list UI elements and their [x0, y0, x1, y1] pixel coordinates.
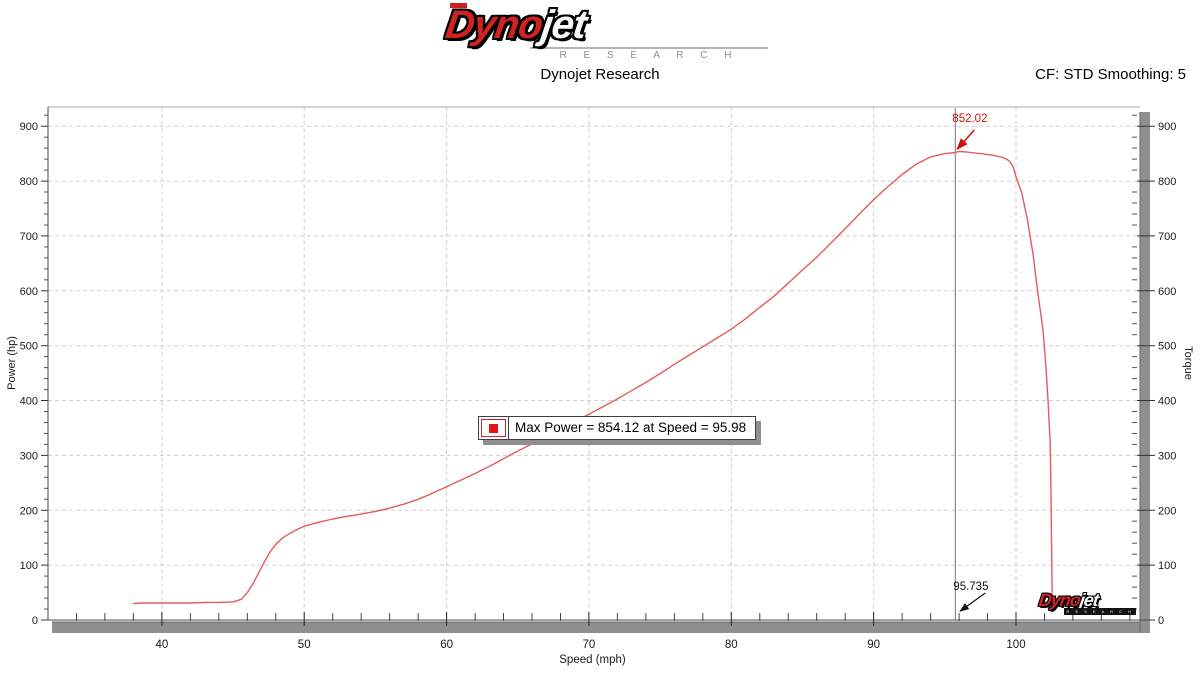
y-tick-label: 300 — [20, 450, 38, 462]
dynojet-logo: Dynojet R E S E A R C H — [430, 3, 775, 65]
power-curve[interactable] — [132, 150, 1054, 608]
logo-red-accent — [450, 3, 467, 8]
logo-research-text: R E S E A R C H — [530, 47, 768, 61]
right-axis-bar — [1140, 112, 1150, 633]
x-tick-label: 70 — [583, 639, 596, 651]
x-tick-label: 80 — [725, 639, 738, 651]
right-tick-label: 300 — [1158, 450, 1176, 462]
y-tick-label: 400 — [20, 396, 38, 408]
legend-text: Max Power = 854.12 at Speed = 95.98 — [508, 417, 755, 439]
right-tick-label: 200 — [1158, 505, 1176, 517]
x-tick-label: 40 — [156, 639, 169, 651]
max-power-annotation: 852.02 — [952, 113, 987, 125]
y-tick-label: 900 — [20, 121, 38, 133]
legend-max-power[interactable]: Max Power = 854.12 at Speed = 95.98 — [478, 416, 757, 440]
x-tick-label: 100 — [1006, 639, 1025, 651]
right-tick-label: 900 — [1158, 121, 1176, 133]
bottom-axis-bar — [52, 622, 1150, 633]
cursor-speed-annotation: 95.735 — [953, 581, 988, 593]
x-tick-label: 60 — [440, 639, 453, 651]
y-axis-title-power: Power (hp) — [6, 336, 18, 390]
y-tick-label: 500 — [20, 341, 38, 353]
cursor-speed-arrow — [959, 592, 986, 612]
x-tick-label: 90 — [867, 639, 880, 651]
watermark-wordmark: Dynojet — [1037, 590, 1100, 610]
right-tick-label: 0 — [1158, 615, 1164, 627]
y-tick-label: 200 — [20, 505, 38, 517]
y-tick-label: 700 — [20, 231, 38, 243]
legend-marker-square — [489, 423, 498, 433]
right-tick-label: 700 — [1158, 231, 1176, 243]
right-tick-label: 400 — [1158, 396, 1176, 408]
y-tick-label: 800 — [20, 176, 38, 188]
right-tick-label: 500 — [1158, 341, 1176, 353]
y-tick-label: 600 — [20, 286, 38, 298]
x-tick-label: 50 — [298, 639, 311, 651]
right-tick-label: 800 — [1158, 176, 1176, 188]
y-axis-title-torque: Torque — [1182, 346, 1194, 380]
y-tick-label: 100 — [20, 560, 38, 572]
right-tick-label: 600 — [1158, 286, 1176, 298]
correction-smoothing-info: CF: STD Smoothing: 5 — [1035, 66, 1186, 83]
chart-title: Dynojet Research — [540, 66, 660, 83]
dynojet-watermark: Dynojet R E S E A R C H — [1037, 590, 1139, 620]
watermark-research-strip: R E S E A R C H — [1064, 608, 1136, 615]
x-axis-title-speed: Speed (mph) — [559, 654, 626, 666]
right-tick-label: 100 — [1158, 560, 1176, 572]
y-tick-label: 0 — [32, 615, 38, 627]
legend-marker-cell — [481, 419, 506, 437]
max-power-arrow — [956, 129, 975, 151]
